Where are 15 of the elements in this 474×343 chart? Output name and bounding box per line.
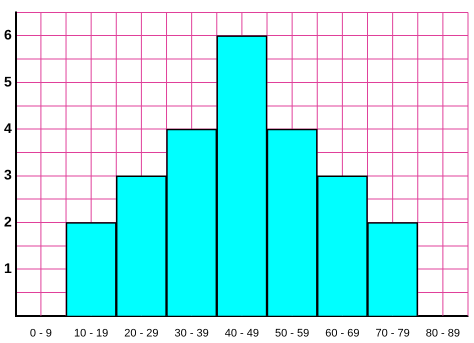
x-tick-label: 70 - 79	[376, 327, 410, 340]
x-tick-label: 80 - 89	[426, 327, 460, 340]
x-tick-label: 20 - 29	[124, 327, 159, 340]
y-tick-label: 6	[4, 26, 12, 43]
x-tick-label: 40 - 49	[224, 327, 260, 340]
y-tick-label: 3	[4, 166, 12, 183]
y-tick-label: 1	[4, 260, 12, 276]
x-tick-label: 60 - 69	[325, 327, 360, 340]
x-tick-label: 30 - 39	[174, 327, 209, 340]
x-tick-label: 0 - 9	[30, 327, 52, 340]
y-tick-label: 4	[4, 120, 12, 136]
y-tick-label: 5	[4, 73, 12, 90]
x-tick-label: 10 - 19	[74, 327, 108, 340]
x-tick-label: 50 - 59	[275, 327, 310, 340]
y-tick-label: 2	[4, 213, 12, 230]
